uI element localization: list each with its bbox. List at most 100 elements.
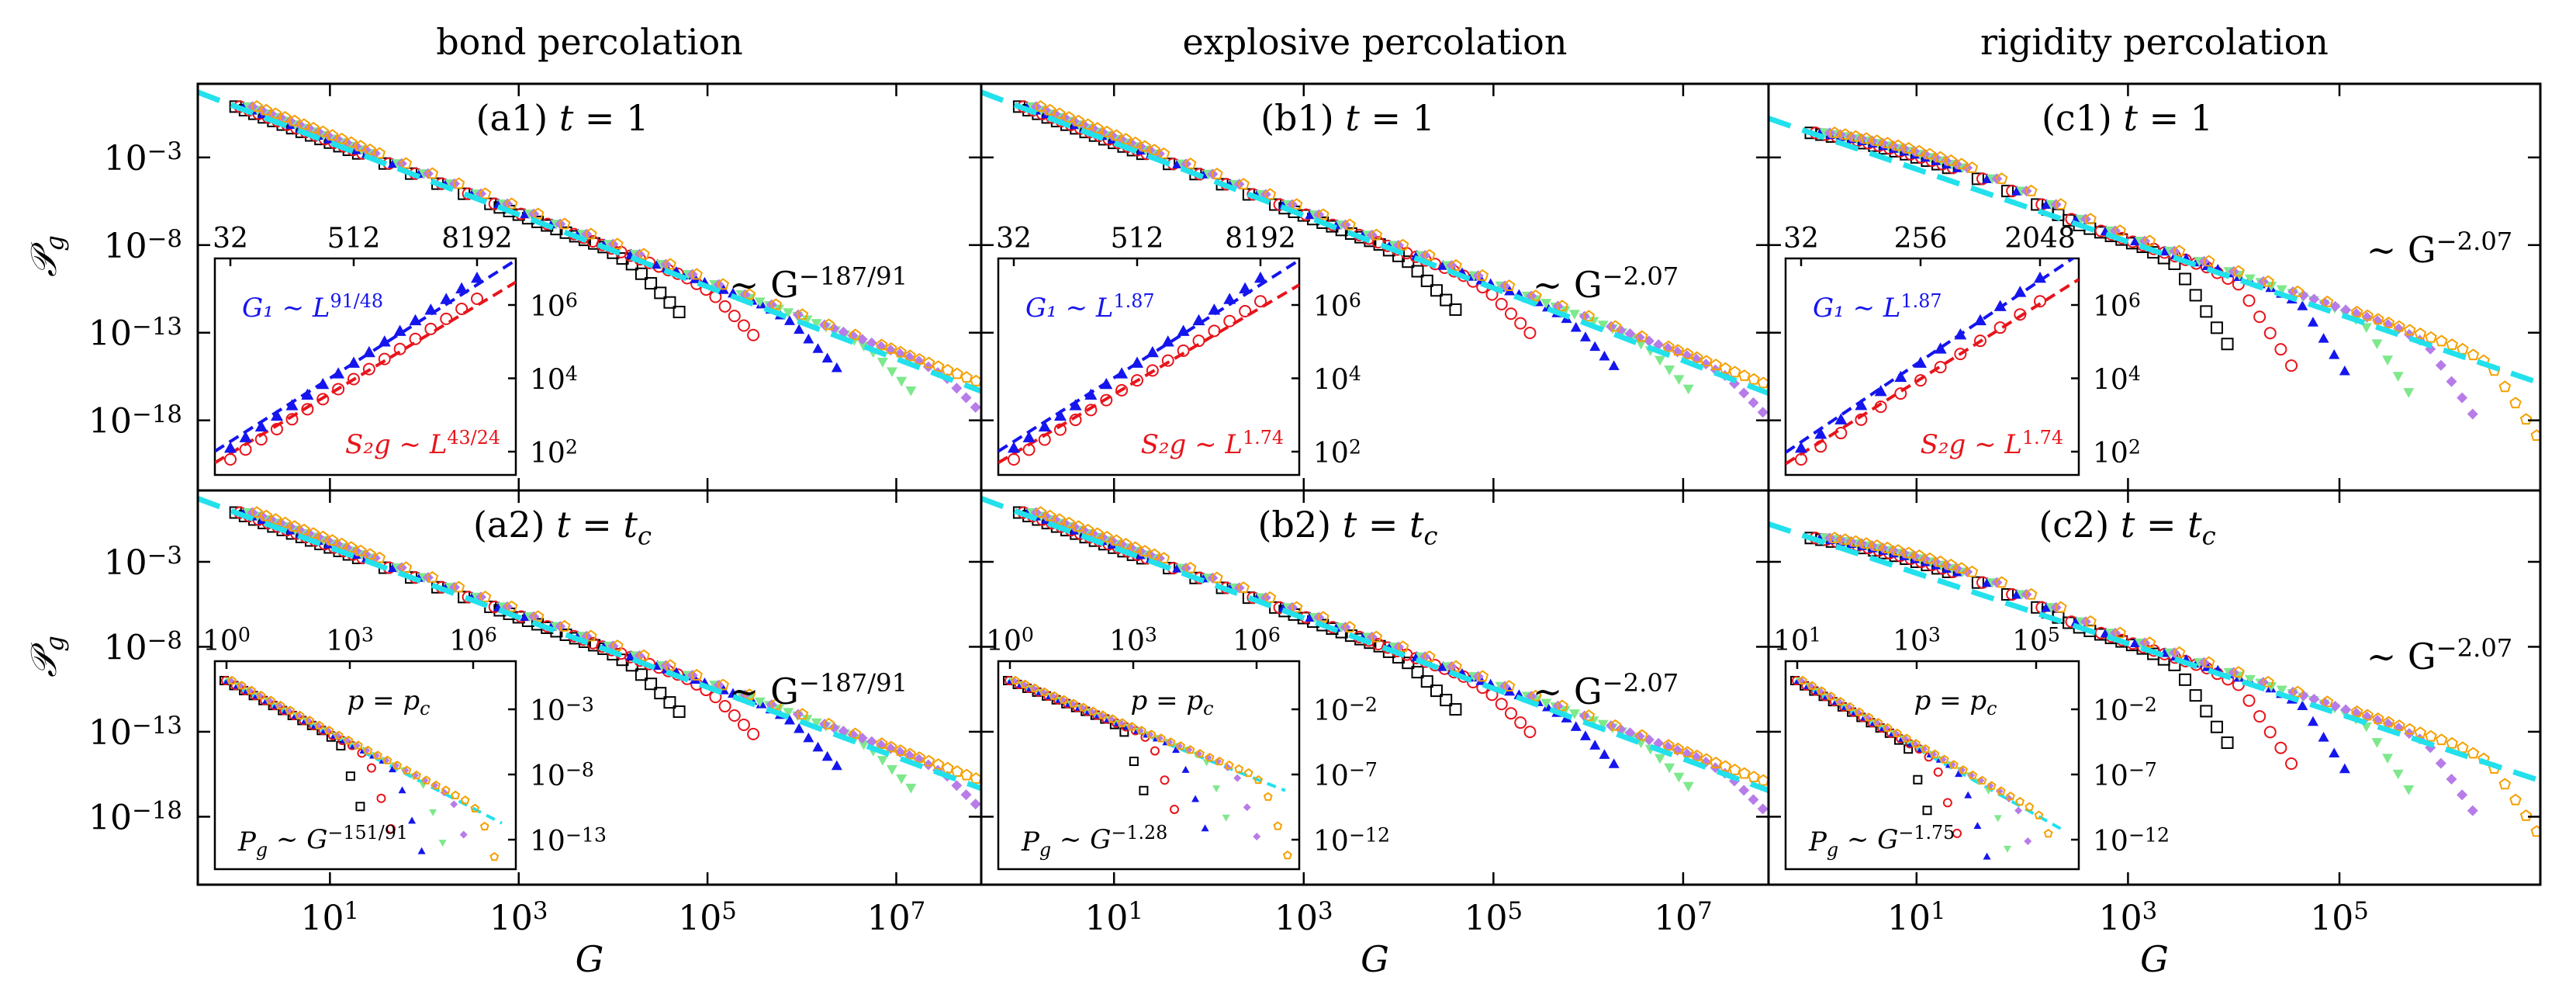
inset-data-point: [398, 786, 406, 794]
data-point: [399, 561, 413, 573]
data-point: [877, 358, 888, 368]
data-point: [2339, 365, 2350, 376]
data-point: [298, 523, 310, 535]
data-point: [1053, 513, 1066, 525]
fit-annotation-a2: ∼ G−187/91: [729, 668, 908, 712]
data-point: [1700, 355, 1713, 367]
data-point: [2297, 700, 2308, 711]
inset-point-G1: [1100, 377, 1113, 390]
inset-data-point: [1117, 718, 1127, 727]
data-point: [326, 129, 339, 141]
inset-data-point: [1212, 785, 1221, 793]
data-point: [479, 187, 492, 199]
data-point: [354, 544, 367, 556]
data-point: [673, 306, 686, 319]
data-point: [2274, 343, 2287, 356]
inset-point-S2g: [332, 383, 345, 396]
inset-data-point: [295, 710, 305, 720]
inset-right-tick-label: 106: [530, 289, 578, 323]
inset-law: Pg ∼ G−1.75: [1808, 822, 1955, 861]
inset-data-point: [441, 785, 451, 795]
data-point: [718, 300, 731, 313]
inset-point-G1: [471, 272, 483, 283]
inset-data-point: [1845, 702, 1855, 711]
data-point: [1870, 134, 1883, 147]
data-point: [2446, 736, 2459, 749]
data-point: [2371, 712, 2384, 724]
data-point: [1690, 749, 1703, 761]
data-point: [1034, 100, 1047, 113]
data-point: [1748, 794, 1759, 806]
inset-right-tick-label: 10−12: [2093, 824, 2170, 858]
inset-data-point: [1191, 795, 1200, 802]
inset-data-point: [1224, 760, 1234, 770]
inset-data-point: [256, 691, 266, 700]
data-point: [1081, 118, 1094, 130]
data-point: [645, 677, 658, 691]
data-point: [1119, 133, 1132, 145]
inset-point-S2g: [1914, 374, 1927, 387]
panel-b1: (b1) t = 1 ∼ G−2.07 32 512 8192 106 104 102 G₁ ∼…: [980, 82, 1770, 492]
x-tick-label: 101: [1084, 897, 1143, 938]
x-tick-label: 103: [489, 897, 548, 938]
data-point: [1635, 339, 1647, 350]
inset-point-G1: [455, 282, 469, 294]
inset-data-point: [470, 803, 480, 813]
inset-data-point: [459, 830, 468, 839]
data-point: [278, 111, 292, 123]
inset-data-point: [1892, 728, 1902, 737]
inset-point-G1: [2014, 286, 2027, 297]
inset-point-G1: [224, 442, 237, 453]
data-point: [2055, 198, 2067, 210]
inset-data-point: [1039, 687, 1049, 696]
data-point: [769, 698, 783, 710]
data-point: [1290, 198, 1303, 210]
inset-data-point: [417, 847, 426, 854]
inset-point-S2g: [1223, 314, 1236, 327]
inset-data-point: [1983, 852, 1991, 860]
data-point: [1738, 369, 1751, 381]
data-point: [638, 649, 650, 661]
inset-point-S2g: [1008, 453, 1020, 466]
data-point: [1913, 144, 1926, 157]
inset-top-tick-label: 100: [202, 624, 251, 657]
x-tick-label: 105: [678, 897, 737, 938]
data-point: [1157, 147, 1170, 159]
inset-top-tick-label: 103: [326, 624, 374, 657]
data-point: [812, 343, 824, 353]
data-point: [894, 744, 907, 757]
inset-plot: [1003, 675, 1292, 860]
data-point: [1955, 562, 1968, 574]
inset-data-point: [334, 730, 344, 740]
inset-point-S2g: [378, 352, 391, 366]
data-point: [960, 768, 973, 781]
inset-point-G1: [1008, 442, 1020, 453]
data-point: [2509, 793, 2522, 806]
x-tick-label: 101: [1887, 897, 1946, 938]
inset-point-G1: [1161, 335, 1174, 347]
data-point: [796, 708, 809, 720]
inset-point-G1: [1834, 413, 1848, 424]
inset-point-G1: [1814, 428, 1827, 439]
data-point: [1101, 125, 1113, 137]
inset-right-tick-label: 104: [1313, 362, 1361, 396]
inset-point-G1: [270, 409, 283, 421]
y-axis-label-row-1: 𝒫g: [22, 636, 70, 677]
data-point: [2001, 587, 2014, 601]
data-point: [673, 705, 686, 719]
data-point: [737, 319, 750, 332]
data-point: [2285, 359, 2298, 372]
inset-point-G1: [1131, 356, 1143, 368]
data-point: [1211, 168, 1223, 179]
data-point: [1264, 591, 1277, 603]
inset-series-S2g: [1795, 295, 2046, 466]
inset-data-point: [1215, 756, 1225, 766]
y-tick-label: 10−8: [104, 627, 182, 668]
data-point: [316, 530, 330, 542]
data-point: [1682, 384, 1694, 395]
inset-point-S2g: [1874, 400, 1887, 414]
inset-right-tick-label: 10−13: [530, 824, 607, 858]
inset-data-point: [1973, 822, 1982, 830]
data-point: [2297, 300, 2308, 310]
